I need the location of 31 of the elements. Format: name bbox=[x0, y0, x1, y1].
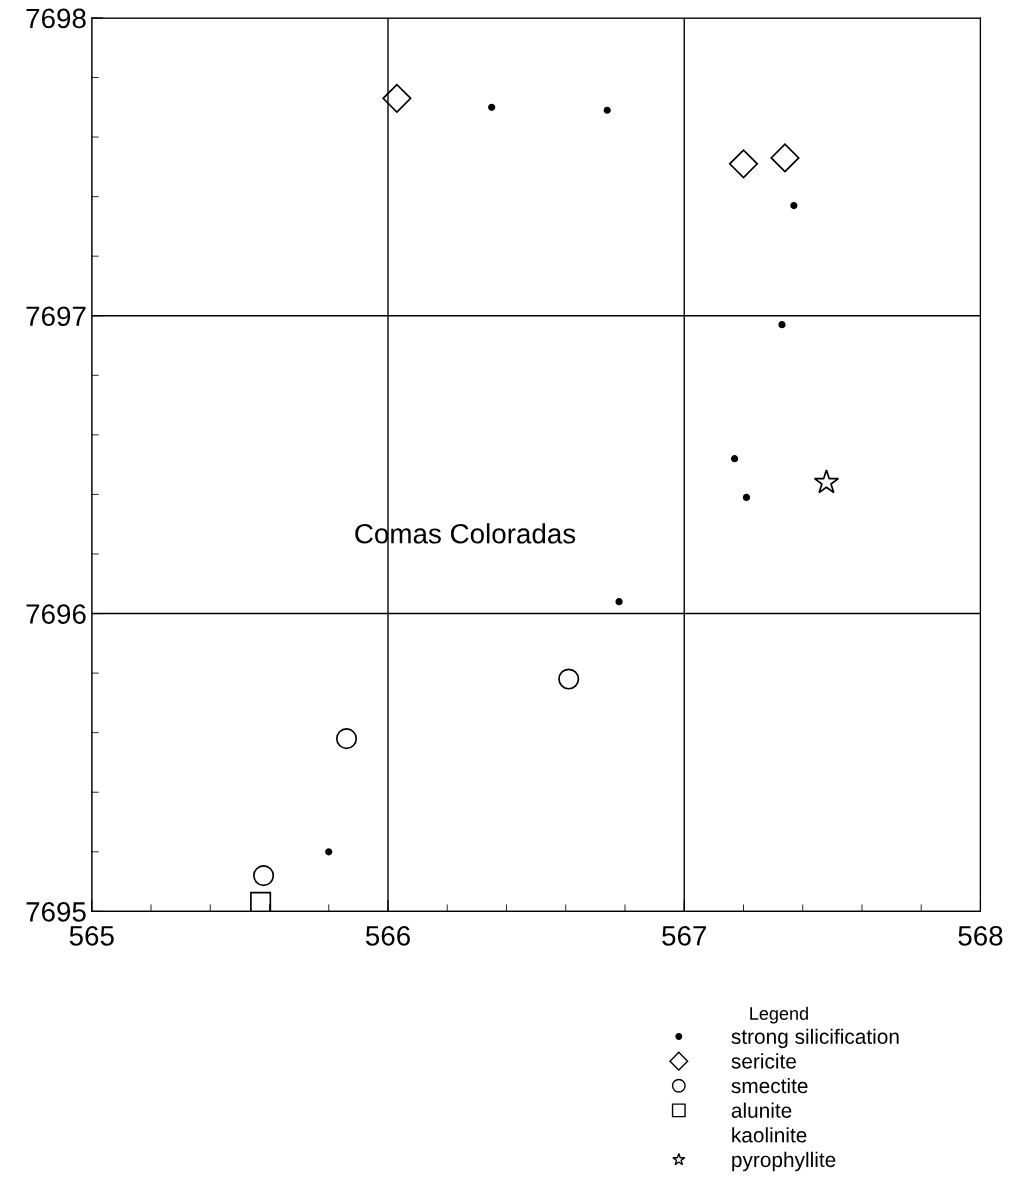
legend-title: Legend bbox=[750, 1006, 808, 1024]
legend-label: kaolinite bbox=[732, 1127, 807, 1143]
legend-label: alunite bbox=[731, 1102, 792, 1118]
legend-label: sericite bbox=[731, 1053, 796, 1069]
point bbox=[790, 201, 798, 210]
point bbox=[335, 728, 358, 750]
point bbox=[325, 848, 333, 856]
point bbox=[728, 149, 759, 179]
point bbox=[603, 106, 611, 114]
legend-label: smectite bbox=[731, 1077, 808, 1094]
legend-label: strong silicification bbox=[731, 1028, 899, 1049]
point bbox=[488, 103, 496, 111]
point bbox=[250, 891, 272, 912]
point bbox=[770, 143, 800, 173]
x-tick-label: 567 bbox=[662, 925, 707, 946]
point bbox=[558, 668, 580, 690]
point bbox=[730, 455, 739, 463]
x-tick-label: 568 bbox=[958, 925, 1003, 946]
point bbox=[382, 83, 412, 113]
x-tick-label: 565 bbox=[69, 925, 114, 946]
point bbox=[813, 469, 840, 494]
y-tick-label: 7697 bbox=[26, 306, 86, 327]
point bbox=[615, 598, 623, 606]
point bbox=[742, 493, 751, 502]
y-tick-label: 7698 bbox=[26, 8, 86, 29]
point bbox=[253, 865, 275, 887]
y-tick-label: 7696 bbox=[26, 604, 86, 624]
y-tick-label: 7695 bbox=[26, 902, 86, 922]
point bbox=[778, 321, 786, 329]
x-tick-label: 566 bbox=[365, 925, 410, 946]
legend-label: pyrophyllite bbox=[732, 1151, 836, 1172]
